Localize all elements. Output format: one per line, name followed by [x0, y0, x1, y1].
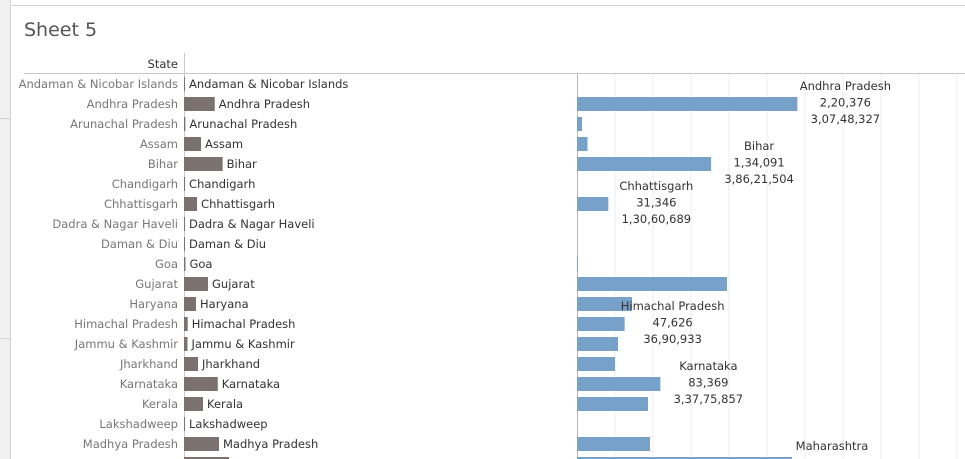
bar-right-kerala [577, 397, 648, 411]
bar-left-chhattisgarh [184, 197, 198, 211]
annotation-himachal-pradesh-line-2: 47,626 [653, 316, 693, 330]
top-rule [10, 5, 965, 6]
bar-left-assam [184, 137, 201, 151]
row-label-goa: Goa [155, 257, 178, 271]
bar-label-karnataka: Karnataka [222, 377, 280, 391]
bar-label-chhattisgarh: Chhattisgarh [201, 197, 275, 211]
bar-label-goa: Goa [189, 257, 212, 271]
gutter-divider [0, 118, 10, 119]
annotation-bihar-line-1: Bihar [744, 139, 774, 153]
row-label-himachal-pradesh: Himachal Pradesh [74, 317, 178, 331]
bar-right-karnataka [577, 377, 661, 391]
bar-left-dadra-and-nagar-haveli [184, 217, 185, 231]
row-label-gujarat: Gujarat [135, 277, 178, 291]
bar-label-haryana: Haryana [200, 297, 249, 311]
annotation-andhra-pradesh-line-2: 2,20,376 [820, 96, 871, 110]
bar-left-lakshadweep [184, 417, 185, 431]
bar-label-gujarat: Gujarat [212, 277, 255, 291]
row-label-dadra-and-nagar-haveli: Dadra & Nagar Haveli [52, 217, 178, 231]
row-label-daman-and-diu: Daman & Diu [101, 237, 178, 251]
bar-left-chandigarh [184, 177, 186, 191]
bar-right-goa [577, 257, 578, 271]
bar-label-arunachal-pradesh: Arunachal Pradesh [189, 117, 297, 131]
annotation-andhra-pradesh-line-1: Andhra Pradesh [800, 79, 891, 93]
bar-left-karnataka [184, 377, 218, 391]
bar-left-himachal-pradesh [184, 317, 188, 331]
row-label-maharashtra: Maharashtra [105, 457, 178, 459]
bar-label-madhya-pradesh: Madhya Pradesh [223, 437, 318, 451]
bar-right-arunachal-pradesh [577, 117, 582, 131]
bar-left-haryana [184, 297, 196, 311]
annotation-himachal-pradesh-line-3: 36,90,933 [643, 332, 702, 346]
row-label-kerala: Kerala [142, 397, 178, 411]
annotation-karnataka-line-1: Karnataka [679, 359, 737, 373]
row-label-jammu-and-kashmir: Jammu & Kashmir [74, 337, 178, 351]
bar-left-jammu-and-kashmir [184, 337, 188, 351]
annotation-chhattisgarh-line-2: 31,346 [636, 196, 676, 210]
bar-label-jammu-and-kashmir: Jammu & Kashmir [191, 337, 295, 351]
bar-right-assam [577, 137, 588, 151]
bar-left-daman-and-diu [184, 237, 185, 251]
bar-left-arunachal-pradesh [184, 117, 186, 131]
row-label-assam: Assam [140, 137, 178, 151]
bar-left-kerala [184, 397, 203, 411]
sheet-title: Sheet 5 [24, 19, 98, 41]
bar-right-jammu-and-kashmir [577, 337, 618, 351]
bar-right-jharkhand [577, 357, 615, 371]
gutter-divider [0, 338, 10, 339]
annotation-chhattisgarh-line-3: 1,30,60,689 [622, 212, 692, 226]
row-label-andaman-and-nicobar-islands: Andaman & Nicobar Islands [19, 77, 178, 91]
bar-left-gujarat [184, 277, 208, 291]
bar-label-lakshadweep: Lakshadweep [189, 417, 268, 431]
annotation-maharashtra-line-1: Maharashtra [796, 439, 869, 453]
bar-right-haryana [577, 297, 632, 311]
bar-left-maharashtra [184, 457, 229, 459]
bar-label-daman-and-diu: Daman & Diu [189, 237, 266, 251]
state-column-header[interactable]: State [147, 57, 178, 71]
row-label-jharkhand: Jharkhand [119, 357, 178, 371]
bar-left-andaman-and-nicobar-islands [184, 77, 185, 91]
bar-right-bihar [577, 157, 712, 171]
row-label-arunachal-pradesh: Arunachal Pradesh [70, 117, 178, 131]
left-gutter [0, 0, 11, 459]
bar-right-gujarat [577, 277, 727, 291]
bar-left-goa [184, 257, 186, 271]
row-label-haryana: Haryana [129, 297, 178, 311]
annotation-bihar-line-3: 3,86,21,504 [724, 172, 794, 186]
annotation-chhattisgarh-line-1: Chhattisgarh [619, 179, 693, 193]
row-label-lakshadweep: Lakshadweep [99, 417, 178, 431]
row-label-madhya-pradesh: Madhya Pradesh [83, 437, 178, 451]
bar-left-bihar [184, 157, 223, 171]
header-divider [184, 53, 185, 73]
row-label-andhra-pradesh: Andhra Pradesh [87, 97, 178, 111]
bar-left-madhya-pradesh [184, 437, 219, 451]
bar-label-assam: Assam [205, 137, 243, 151]
bar-label-andhra-pradesh: Andhra Pradesh [219, 97, 310, 111]
bar-label-chandigarh: Chandigarh [189, 177, 255, 191]
bar-label-andaman-and-nicobar-islands: Andaman & Nicobar Islands [189, 77, 348, 91]
bar-left-jharkhand [184, 357, 198, 371]
row-label-bihar: Bihar [148, 157, 178, 171]
bar-right-madhya-pradesh [577, 437, 650, 451]
row-label-chandigarh: Chandigarh [112, 177, 178, 191]
header-rule [24, 73, 965, 74]
annotation-bihar-line-2: 1,34,091 [733, 156, 784, 170]
bar-left-andhra-pradesh [184, 97, 215, 111]
bar-label-jharkhand: Jharkhand [201, 357, 260, 371]
annotation-andhra-pradesh-line-3: 3,07,48,327 [811, 112, 881, 126]
bar-label-himachal-pradesh: Himachal Pradesh [192, 317, 296, 331]
annotation-karnataka-line-3: 3,37,75,857 [674, 392, 744, 406]
bar-label-dadra-and-nagar-haveli: Dadra & Nagar Haveli [189, 217, 315, 231]
annotation-karnataka-line-2: 83,369 [688, 376, 728, 390]
row-label-karnataka: Karnataka [120, 377, 178, 391]
bar-right-maharashtra [577, 457, 792, 459]
bar-right-himachal-pradesh [577, 317, 625, 331]
row-label-chhattisgarh: Chhattisgarh [104, 197, 178, 211]
bar-label-kerala: Kerala [207, 397, 243, 411]
annotation-himachal-pradesh-line-1: Himachal Pradesh [621, 299, 725, 313]
bar-right-chhattisgarh [577, 197, 609, 211]
bar-right-andhra-pradesh [577, 97, 798, 111]
bar-label-bihar: Bihar [227, 157, 257, 171]
